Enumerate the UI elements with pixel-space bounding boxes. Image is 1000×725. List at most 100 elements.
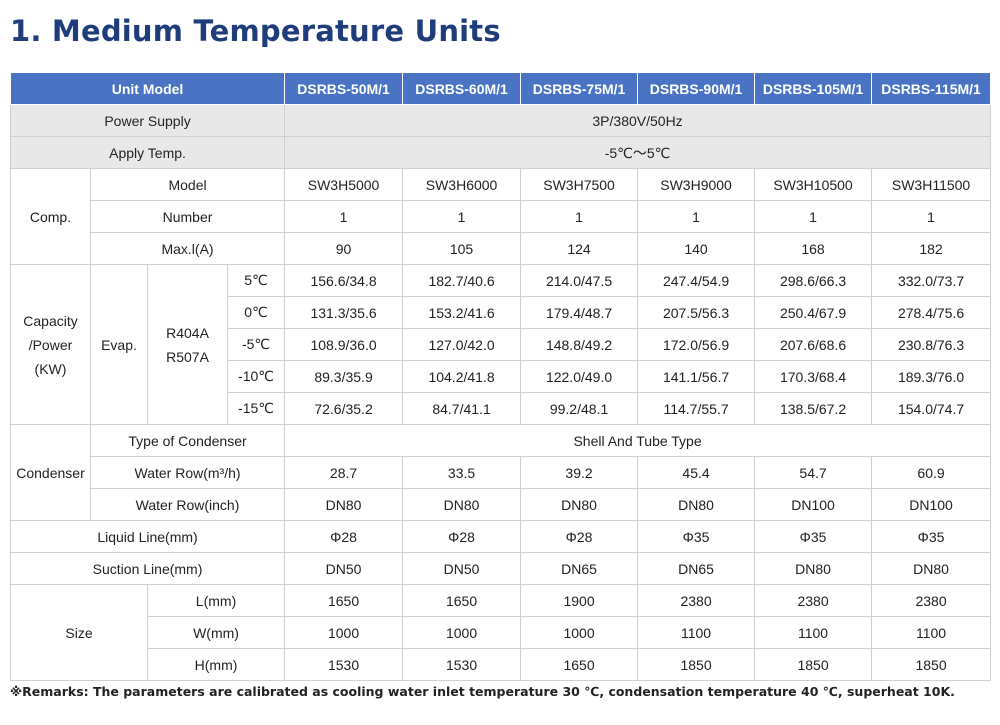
comp-number-row: Number 1 1 1 1 1 1 xyxy=(11,200,992,233)
table-cell: 2380 xyxy=(754,584,873,617)
table-cell: 45.4 xyxy=(637,456,756,489)
table-cell: 1850 xyxy=(754,648,873,681)
model-header: DSRBS-90M/1 xyxy=(637,72,756,105)
table-cell: 1850 xyxy=(871,648,992,681)
table-cell: 54.7 xyxy=(754,456,873,489)
table-cell: 2380 xyxy=(871,584,992,617)
table-cell: 33.5 xyxy=(402,456,522,489)
table-cell: 1100 xyxy=(637,616,756,649)
table-cell: 1 xyxy=(871,200,992,233)
capacity-row: Capacity /Power (KW) Evap. R404A R507A 5… xyxy=(10,264,992,425)
table-cell: 1 xyxy=(284,200,404,233)
table-cell: 1000 xyxy=(402,616,522,649)
table-cell: 278.4/75.6 xyxy=(871,296,992,329)
size-l-row: Size L(mm) 1650 1650 1900 2380 2380 2380 xyxy=(10,584,992,681)
table-cell: DN80 xyxy=(871,552,992,585)
page-title: 1. Medium Temperature Units xyxy=(10,14,501,48)
apply-temp-label: Apply Temp. xyxy=(9,136,286,169)
size-w-label: W(mm) xyxy=(146,616,286,649)
model-header: DSRBS-75M/1 xyxy=(520,72,639,105)
capacity-label: Capacity /Power (KW) xyxy=(10,264,91,425)
table-cell: DN80 xyxy=(754,552,873,585)
condenser-label: Condenser xyxy=(10,424,91,521)
table-cell: SW3H6000 xyxy=(402,168,522,201)
table-cell: 1650 xyxy=(520,648,639,681)
table-cell: SW3H7500 xyxy=(520,168,639,201)
table-cell: 60.9 xyxy=(871,456,992,489)
size-h-row: H(mm) 1530 1530 1650 1850 1850 1850 xyxy=(11,648,992,681)
table-cell: 84.7/41.1 xyxy=(402,392,522,425)
table-cell: 39.2 xyxy=(520,456,639,489)
table-cell: 1 xyxy=(402,200,522,233)
table-cell: 207.6/68.6 xyxy=(754,328,873,361)
unit-model-header: Unit Model xyxy=(9,72,286,105)
table-cell: 332.0/73.7 xyxy=(871,264,992,297)
apply-temp-value: -5℃～5℃ xyxy=(284,136,992,169)
table-cell: 131.3/35.6 xyxy=(284,296,404,329)
table-cell: 189.3/76.0 xyxy=(871,360,992,393)
remarks-note: ※Remarks: The parameters are calibrated … xyxy=(10,684,955,699)
table-cell: Φ35 xyxy=(637,520,756,553)
table-cell: 148.8/49.2 xyxy=(520,328,639,361)
refrigerant-line: R507A xyxy=(166,348,209,365)
power-supply-value: 3P/380V/50Hz xyxy=(284,104,992,137)
table-cell: 72.6/35.2 xyxy=(284,392,404,425)
comp-number-label: Number xyxy=(89,200,286,233)
table-cell: 230.8/76.3 xyxy=(871,328,992,361)
table-cell: 141.1/56.7 xyxy=(637,360,756,393)
table-cell: 108.9/36.0 xyxy=(284,328,404,361)
comp-max-row: Max.l(A) 90 105 124 140 168 182 xyxy=(11,232,992,265)
temp-label: 0℃ xyxy=(226,296,286,329)
condenser-type-label: Type of Condenser xyxy=(89,424,286,457)
temp-label: -5℃ xyxy=(226,328,286,361)
table-cell: 138.5/67.2 xyxy=(754,392,873,425)
table-cell: 1100 xyxy=(871,616,992,649)
table-cell: DN65 xyxy=(637,552,756,585)
comp-max-label: Max.l(A) xyxy=(89,232,286,265)
table-cell: 89.3/35.9 xyxy=(284,360,404,393)
table-cell: Φ35 xyxy=(871,520,992,553)
table-cell: DN50 xyxy=(402,552,522,585)
temp-label: -10℃ xyxy=(226,360,286,393)
table-cell: Φ35 xyxy=(754,520,873,553)
table-cell: DN100 xyxy=(871,488,992,521)
comp-model-row: Comp. Model SW3H5000 SW3H6000 SW3H7500 S… xyxy=(10,168,992,265)
table-cell: 1000 xyxy=(520,616,639,649)
capacity-label-line: /Power xyxy=(28,336,73,353)
table-cell: Φ28 xyxy=(284,520,404,553)
table-cell: 1530 xyxy=(402,648,522,681)
size-l-label: L(mm) xyxy=(146,584,286,617)
table-cell: 168 xyxy=(754,232,873,265)
table-cell: 90 xyxy=(284,232,404,265)
refrigerant-label: R404A R507A xyxy=(147,264,228,425)
table-cell: 1 xyxy=(520,200,639,233)
size-h-label: H(mm) xyxy=(146,648,286,681)
table-cell: 1650 xyxy=(402,584,522,617)
size-label: Size xyxy=(10,584,148,681)
table-cell: 1100 xyxy=(754,616,873,649)
table-cell: DN80 xyxy=(520,488,639,521)
table-cell: 105 xyxy=(402,232,522,265)
table-cell: 122.0/49.0 xyxy=(520,360,639,393)
comp-label: Comp. xyxy=(10,168,91,265)
condenser-type-value: Shell And Tube Type xyxy=(284,424,992,457)
capacity-label-line: Capacity xyxy=(23,312,78,329)
water-row-inch-label: Water Row(inch) xyxy=(89,488,286,521)
table-cell: DN80 xyxy=(284,488,404,521)
model-header: DSRBS-60M/1 xyxy=(402,72,522,105)
table-cell: 154.0/74.7 xyxy=(871,392,992,425)
table-cell: SW3H5000 xyxy=(284,168,404,201)
capacity-row: 0℃ 131.3/35.6 153.2/41.6 179.4/48.7 207.… xyxy=(11,296,992,329)
condenser-type-row: Condenser Type of Condenser Shell And Tu… xyxy=(10,424,992,521)
table-cell: 140 xyxy=(637,232,756,265)
water-row-inch-row: Water Row(inch) DN80 DN80 DN80 DN80 DN10… xyxy=(11,488,992,521)
table-cell: 156.6/34.8 xyxy=(284,264,404,297)
table-cell: 182.7/40.6 xyxy=(402,264,522,297)
table-cell: 182 xyxy=(871,232,992,265)
table-cell: DN80 xyxy=(402,488,522,521)
water-row-m3-label: Water Row(m³/h) xyxy=(89,456,286,489)
temp-label: -15℃ xyxy=(226,392,286,425)
table-cell: 1650 xyxy=(284,584,404,617)
suction-line-label: Suction Line(mm) xyxy=(9,552,286,585)
